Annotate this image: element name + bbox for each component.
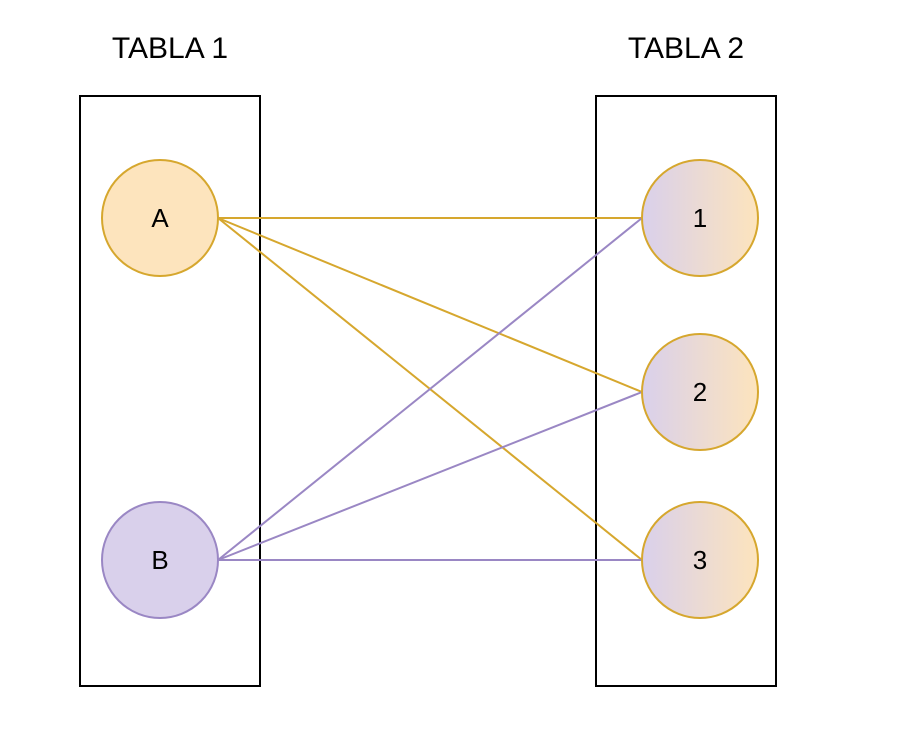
table-right-title: TABLA 2 <box>628 32 744 65</box>
node-b: B <box>102 502 218 618</box>
node-2-label: 2 <box>693 377 707 407</box>
node-1: 1 <box>642 160 758 276</box>
edge-B-N2 <box>218 392 642 560</box>
edge-A-N2 <box>218 218 642 392</box>
node-a: A <box>102 160 218 276</box>
edges <box>218 218 642 560</box>
node-1-label: 1 <box>693 203 707 233</box>
node-b-label: B <box>151 545 168 575</box>
node-2: 2 <box>642 334 758 450</box>
node-3: 3 <box>642 502 758 618</box>
node-3-label: 3 <box>693 545 707 575</box>
node-a-label: A <box>151 203 169 233</box>
bipartite-diagram: TABLA 1 TABLA 2 A B 1 2 3 <box>0 0 900 734</box>
table-left-title: TABLA 1 <box>112 32 228 65</box>
